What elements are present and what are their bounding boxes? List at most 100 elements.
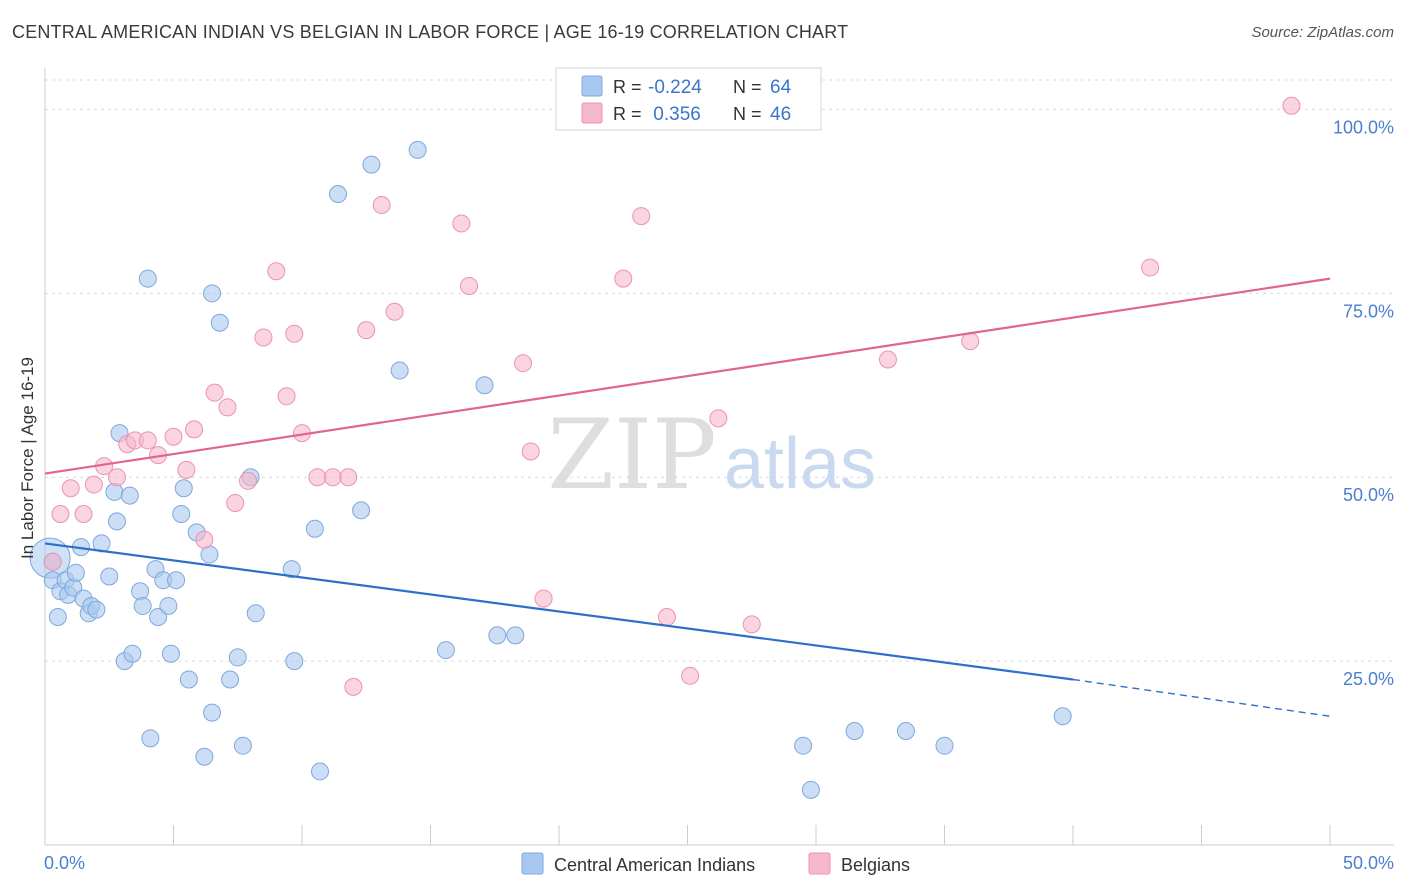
- blue-point-28: [159, 596, 178, 615]
- x-tick-label-max: 50.0%: [1343, 853, 1394, 873]
- blue-trend-extension: [1072, 678, 1331, 717]
- pink-point-0: [43, 552, 62, 571]
- blue-point-31: [172, 504, 191, 523]
- blue-point-39: [210, 313, 229, 332]
- pink-point-24: [308, 468, 327, 487]
- blue-point-35: [195, 747, 214, 766]
- blue-point-15: [105, 482, 124, 501]
- blue-point-12: [87, 600, 106, 619]
- blue-point-61: [896, 721, 915, 740]
- blue-point-44: [246, 604, 265, 623]
- source-label: Source: ZipAtlas.com: [1251, 24, 1394, 41]
- watermark-atlas: atlas: [724, 424, 876, 504]
- pink-point-18: [239, 471, 258, 490]
- pink-point-15: [205, 383, 224, 402]
- legend-r-value-pink: 0.356: [648, 104, 701, 125]
- blue-point-62: [935, 736, 954, 755]
- blue-point-16: [107, 512, 126, 531]
- pink-point-1: [51, 504, 70, 523]
- blue-point-46: [285, 652, 304, 671]
- pink-point-31: [452, 214, 471, 233]
- blue-point-53: [408, 140, 427, 159]
- watermark-zip: ZIP: [547, 399, 716, 511]
- y-tick-labels: 25.0% 50.0% 75.0% 100.0%: [1333, 117, 1394, 689]
- pink-point-20: [267, 262, 286, 281]
- blue-point-24: [141, 729, 160, 748]
- pink-point-21: [277, 387, 296, 406]
- blue-point-58: [794, 736, 813, 755]
- pink-point-9: [138, 431, 157, 450]
- blue-point-32: [174, 479, 193, 498]
- pink-point-35: [534, 589, 553, 608]
- blue-point-56: [488, 626, 507, 645]
- pink-point-4: [84, 475, 103, 494]
- y-tick-label-50: 50.0%: [1343, 485, 1394, 505]
- pink-point-40: [709, 409, 728, 428]
- blue-point-45: [282, 560, 301, 579]
- legend-n-label-pink: N =: [733, 104, 762, 124]
- pink-point-39: [681, 666, 700, 685]
- central-american-indians-points: [29, 140, 1072, 799]
- blue-point-20: [123, 644, 142, 663]
- pink-point-42: [878, 350, 897, 369]
- series-legend-label-pink: Belgians: [841, 855, 910, 875]
- series-legend-swatch-pink: [808, 852, 831, 875]
- pink-point-26: [339, 468, 358, 487]
- blue-point-63: [1053, 707, 1072, 726]
- blue-point-22: [133, 596, 152, 615]
- pink-point-19: [254, 328, 273, 347]
- blue-point-52: [390, 361, 409, 380]
- y-tick-label-25: 25.0%: [1343, 669, 1394, 689]
- legend-n-value-pink: 46: [770, 104, 791, 125]
- series-legend-swatch-blue: [521, 852, 544, 875]
- pink-point-13: [185, 420, 204, 439]
- pink-point-30: [385, 302, 404, 321]
- legend-n-value-blue: 64: [770, 77, 792, 98]
- pink-point-33: [514, 354, 533, 373]
- series-legend-label-blue: Central American Indians: [554, 855, 755, 875]
- pink-point-6: [107, 468, 126, 487]
- pink-point-41: [742, 615, 761, 634]
- legend-swatch-pink: [581, 102, 603, 124]
- blue-point-55: [475, 376, 494, 395]
- pink-trend-line: [44, 277, 1331, 475]
- pink-point-38: [657, 607, 676, 626]
- pink-point-17: [226, 493, 245, 512]
- blue-point-29: [161, 644, 180, 663]
- pink-point-44: [1141, 258, 1160, 277]
- pink-point-27: [344, 677, 363, 696]
- blue-point-42: [233, 736, 252, 755]
- pink-point-11: [164, 427, 183, 446]
- blue-point-40: [221, 670, 240, 689]
- correlation-legend: R = -0.224 N = 64 R = 0.356 N = 46: [555, 67, 822, 131]
- blue-point-59: [801, 780, 820, 799]
- blue-point-38: [203, 703, 222, 722]
- pink-point-25: [323, 468, 342, 487]
- pink-point-16: [218, 398, 237, 417]
- blue-point-23: [138, 269, 157, 288]
- pink-point-29: [372, 196, 391, 215]
- series-legend: Central American Indians Belgians: [521, 852, 910, 875]
- y-tick-label-100: 100.0%: [1333, 117, 1394, 137]
- legend-r-label-blue: R =: [613, 77, 642, 97]
- chart-title: CENTRAL AMERICAN INDIAN VS BELGIAN IN LA…: [12, 22, 849, 42]
- pink-point-37: [632, 207, 651, 226]
- blue-point-2: [48, 607, 67, 626]
- pink-point-28: [357, 321, 376, 340]
- pink-point-12: [177, 460, 196, 479]
- blue-point-41: [228, 648, 247, 667]
- blue-point-33: [179, 670, 198, 689]
- legend-n-label-blue: N =: [733, 77, 762, 97]
- blue-point-26: [149, 607, 168, 626]
- blue-point-54: [436, 641, 455, 660]
- blue-point-60: [845, 721, 864, 740]
- pink-point-36: [614, 269, 633, 288]
- x-tick-label-min: 0.0%: [44, 853, 85, 873]
- pink-point-22: [285, 324, 304, 343]
- blue-point-57: [506, 626, 525, 645]
- trend-lines: [44, 277, 1331, 717]
- legend-swatch-blue: [581, 75, 603, 97]
- blue-point-14: [100, 567, 119, 586]
- legend-r-label-pink: R =: [613, 104, 642, 124]
- blue-trend-line: [44, 542, 1074, 681]
